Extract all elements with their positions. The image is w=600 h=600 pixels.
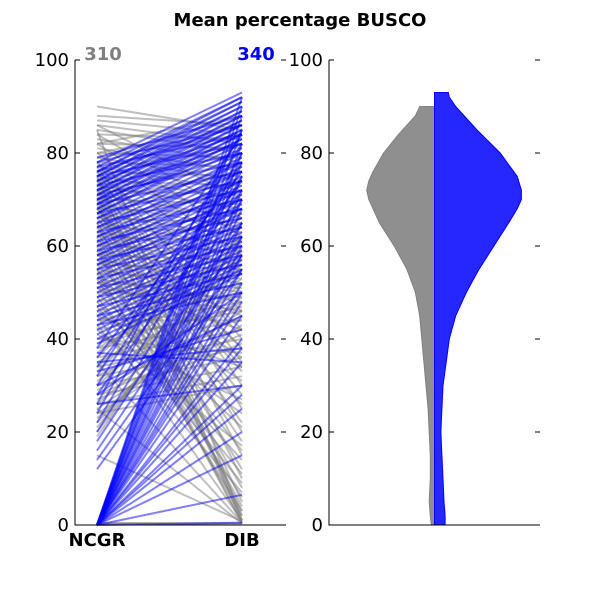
y-tick-label: 100 <box>289 50 323 71</box>
blue-slope-line <box>96 198 243 433</box>
blue-slope-line <box>96 282 243 317</box>
blue-slope-line <box>96 133 243 168</box>
blue-slope-line <box>96 96 243 173</box>
blue-slope-line <box>96 454 243 526</box>
blue-slope-line <box>96 347 243 364</box>
category-label-dib: DIB <box>224 530 259 551</box>
blue-slope-line <box>96 291 243 327</box>
y-tick-label: 0 <box>58 515 69 536</box>
violin-panel: 0 20 40 60 80 100 <box>289 50 540 536</box>
violin-half-ncgr <box>366 106 435 526</box>
blue-slope-line <box>96 198 243 234</box>
blue-slope-line <box>96 124 243 201</box>
y-tick-label: 80 <box>46 143 69 164</box>
blue-slope-line <box>96 119 243 196</box>
y-tick-label: 60 <box>300 236 323 257</box>
blue-slope-line <box>96 272 243 308</box>
blue-slope-line <box>96 431 243 526</box>
category-label-ncgr: NCGR <box>69 530 126 551</box>
blue-slope-line <box>96 138 243 215</box>
y-tick-label: 40 <box>46 329 69 350</box>
blue-slope-line <box>96 384 243 406</box>
blue-slope-line <box>96 408 243 526</box>
blue-slope-line <box>96 100 243 178</box>
y-tick-label: 20 <box>300 422 323 443</box>
blue-slope-line <box>96 189 243 224</box>
blue-slope-line <box>96 268 243 470</box>
blue-slope-line <box>96 222 243 442</box>
blue-slope-line <box>96 254 243 289</box>
blue-slope-line <box>96 180 243 368</box>
gray-slope-line <box>96 105 243 131</box>
y-tick-label: 60 <box>46 236 69 257</box>
blue-slope-line <box>96 128 243 206</box>
count-label-dib: 340 <box>237 44 275 65</box>
blue-slope-line <box>96 152 243 187</box>
blue-slope-line <box>96 263 243 299</box>
blue-slope-line <box>96 235 243 271</box>
y-tick-label: 100 <box>35 50 69 71</box>
y-tick-label: 0 <box>312 515 323 536</box>
y-tick-label: 20 <box>46 422 69 443</box>
slope-lines <box>96 91 243 526</box>
y-tick-label: 80 <box>300 143 323 164</box>
blue-slope-line <box>96 268 243 526</box>
blue-slope-line <box>96 245 243 280</box>
blue-slope-line <box>96 142 243 178</box>
blue-slope-line <box>96 217 243 252</box>
y-tick-label: 40 <box>300 329 323 350</box>
blue-slope-line <box>96 114 243 192</box>
blue-slope-line <box>96 114 243 159</box>
gray-slope-line <box>96 114 243 145</box>
blue-slope-line <box>96 328 243 373</box>
slope-panel: 0 20 40 60 80 100 310 340 NCGR DIB <box>35 44 286 551</box>
blue-slope-line <box>96 254 243 526</box>
blue-slope-line <box>96 175 243 247</box>
blue-slope-line <box>96 170 243 359</box>
blue-slope-line <box>96 161 243 196</box>
blue-slope-line <box>96 124 243 164</box>
blue-slope-line <box>96 133 243 210</box>
blue-slope-line <box>96 226 243 261</box>
blue-slope-line <box>96 301 243 526</box>
blue-slope-line <box>96 351 243 364</box>
right-y-ticks: 0 20 40 60 80 100 <box>289 50 540 536</box>
left-y-ticks: 0 20 40 60 80 100 <box>35 50 286 536</box>
count-label-ncgr: 310 <box>84 44 122 65</box>
blue-slope-line <box>96 179 243 215</box>
blue-slope-line <box>96 170 243 206</box>
blue-slope-line <box>96 493 243 526</box>
blue-slope-line <box>96 347 243 526</box>
blue-slope-line <box>96 207 243 243</box>
blue-slope-line <box>96 394 243 526</box>
chart-title: Mean percentage BUSCO <box>174 10 427 31</box>
blue-slope-line <box>96 291 243 396</box>
blue-slope-line <box>96 129 243 405</box>
violin-half-dib <box>434 92 522 526</box>
blue-slope-line <box>96 133 243 349</box>
violin-shapes <box>366 92 522 526</box>
blue-slope-line <box>96 384 243 526</box>
